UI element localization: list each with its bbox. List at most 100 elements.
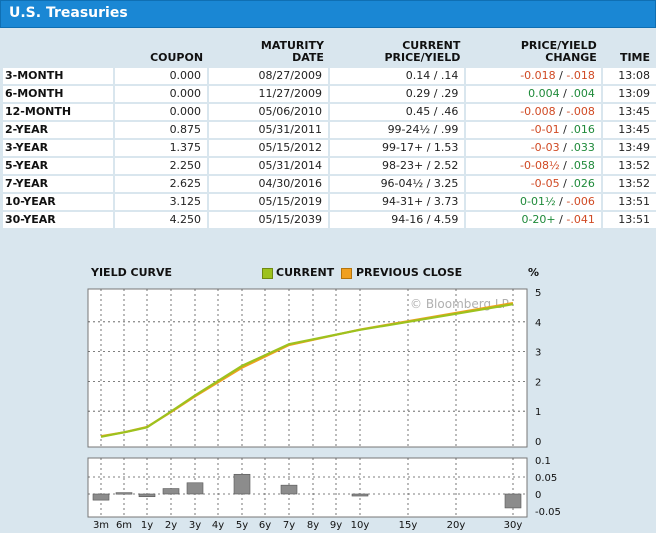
row-current: 96-04½ / 3.25 (329, 176, 467, 192)
row-change-separator: / (559, 177, 571, 190)
change-plot-frame (87, 457, 528, 518)
row-time: 13:09 (602, 86, 656, 102)
row-change-separator: / (559, 159, 571, 172)
row-change-price: 0-20+ (521, 213, 556, 226)
y-tick-label: 0 (535, 437, 541, 448)
change-bar (92, 493, 110, 501)
x-tick-label: 2y (165, 520, 177, 531)
row-change-price: -0.018 (520, 69, 556, 82)
table-row: 6-MONTH 0.000 11/27/2009 0.29 / .29 0.004 / … (3, 86, 656, 102)
change-bar (138, 493, 156, 498)
x-tick-label: 10y (351, 520, 370, 531)
row-name: 6-MONTH (3, 86, 116, 102)
row-current: 0.29 / .29 (329, 86, 467, 102)
y-tick-label: 5 (535, 288, 541, 299)
x-tick-label: 15y (399, 520, 418, 531)
legend-previous-label: PREVIOUS CLOSE (356, 266, 463, 279)
x-tick-label: 7y (283, 520, 295, 531)
row-current: 0.45 / .46 (329, 104, 467, 120)
y-tick-label: 4 (535, 318, 541, 329)
header-maturity-line2: DATE (292, 51, 324, 64)
row-coupon: 4.250 (115, 212, 210, 228)
header-coupon: COUPON (150, 51, 204, 64)
change-bar (504, 493, 522, 509)
row-maturity: 08/27/2009 (209, 68, 330, 84)
row-coupon: 0.000 (115, 104, 210, 120)
row-current: 98-23+ / 2.52 (329, 158, 467, 174)
series-line-current (100, 303, 514, 438)
row-name: 2-YEAR (3, 122, 116, 138)
row-current: 99-24½ / .99 (329, 122, 467, 138)
x-tick-label: 20y (447, 520, 466, 531)
change-bar (162, 488, 180, 495)
row-name: 7-YEAR (3, 176, 116, 192)
row-name: 3-MONTH (3, 68, 116, 84)
row-maturity: 05/15/2019 (209, 194, 330, 210)
title-bar: U.S. Treasuries (0, 0, 656, 28)
row-maturity: 05/15/2039 (209, 212, 330, 228)
row-time: 13:51 (602, 194, 656, 210)
row-change: -0.018 / -.018 (466, 68, 603, 84)
row-change-yield: .004 (570, 87, 595, 100)
row-change-separator: / (559, 87, 571, 100)
row-current: 99-17+ / 1.53 (329, 140, 467, 156)
change-bar (233, 473, 251, 495)
bar-y-tick-label: 0.1 (535, 456, 551, 467)
row-change: 0.004 / .004 (466, 86, 603, 102)
x-tick-label: 5y (236, 520, 248, 531)
y-tick-label: 3 (535, 348, 541, 359)
main-plot-frame (87, 288, 528, 448)
row-time: 13:52 (602, 158, 656, 174)
row-change-price: -0.008 (520, 105, 556, 118)
header-current-line2: PRICE/YIELD (384, 51, 461, 64)
row-change-separator: / (555, 105, 567, 118)
change-bar (115, 492, 133, 495)
row-change-price: -0-08½ (520, 159, 560, 172)
table-row: 7-YEAR 2.625 04/30/2016 96-04½ / 3.25 -0-05 … (3, 176, 656, 192)
row-maturity: 05/15/2012 (209, 140, 330, 156)
row-change-price: -0-03 (530, 141, 560, 154)
table-row: 30-YEAR 4.250 05/15/2039 94-16 / 4.59 0-20+ … (3, 212, 656, 228)
row-coupon: 0.000 (115, 86, 210, 102)
row-change-separator: / (555, 213, 567, 226)
treasuries-table: COUPON MATURITY DATE CURRENT PRICE/YIELD P… (3, 38, 656, 230)
row-coupon: 2.250 (115, 158, 210, 174)
row-maturity: 04/30/2016 (209, 176, 330, 192)
row-maturity: 05/31/2011 (209, 122, 330, 138)
row-change-separator: / (555, 195, 567, 208)
row-current: 94-16 / 4.59 (329, 212, 467, 228)
header-time: TIME (619, 51, 650, 64)
chart-title: YIELD CURVE (91, 266, 173, 279)
row-time: 13:49 (602, 140, 656, 156)
table-row: 3-YEAR 1.375 05/15/2012 99-17+ / 1.53 -0-03 … (3, 140, 656, 156)
row-change-yield: -.006 (566, 195, 595, 208)
row-coupon: 2.625 (115, 176, 210, 192)
change-bar (186, 482, 204, 495)
legend-current-swatch (262, 268, 273, 279)
header-change-line2: CHANGE (545, 51, 597, 64)
row-change-separator: / (559, 141, 571, 154)
row-coupon: 0.000 (115, 68, 210, 84)
change-bar (280, 484, 298, 495)
page-title: U.S. Treasuries (9, 5, 128, 21)
bar-y-tick-label: -0.05 (535, 507, 561, 518)
x-tick-label: 3m (93, 520, 109, 531)
row-change-price: 0-01½ (520, 195, 556, 208)
table-header-row: COUPON MATURITY DATE CURRENT PRICE/YIELD P… (3, 40, 656, 66)
bar-y-tick-label: 0 (535, 490, 541, 501)
row-change-yield: -.041 (566, 213, 595, 226)
row-change-separator: / (555, 69, 567, 82)
row-change-price: -0-05 (530, 177, 560, 190)
row-change-price: -0-01 (530, 123, 560, 136)
x-tick-label: 6y (259, 520, 271, 531)
row-name: 12-MONTH (3, 104, 116, 120)
table-row: 3-MONTH 0.000 08/27/2009 0.14 / .14 -0.018 /… (3, 68, 656, 84)
watermark: © Bloomberg LP (410, 297, 509, 311)
row-name: 3-YEAR (3, 140, 116, 156)
row-current: 0.14 / .14 (329, 68, 467, 84)
header-current: CURRENT PRICE/YIELD (330, 40, 466, 66)
row-change: -0-08½ / .058 (466, 158, 603, 174)
row-maturity: 05/31/2014 (209, 158, 330, 174)
row-change-price: 0.004 (528, 87, 560, 100)
